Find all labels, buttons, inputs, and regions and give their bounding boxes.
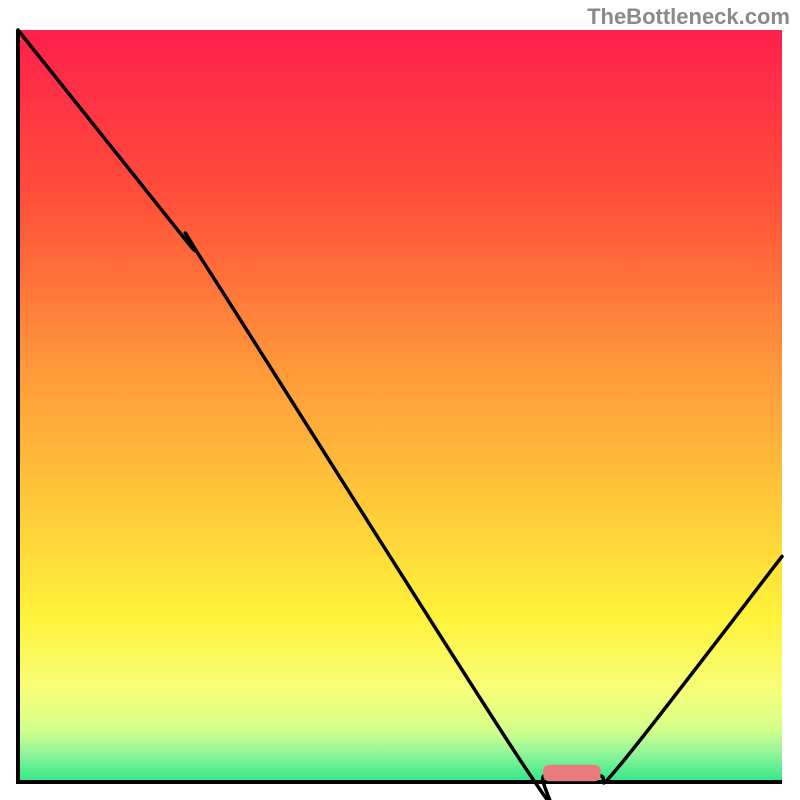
chart-container: TheBottleneck.com bbox=[0, 0, 800, 800]
bottleneck-chart bbox=[0, 0, 800, 800]
watermark-text: TheBottleneck.com bbox=[587, 4, 790, 30]
optimum-marker bbox=[543, 765, 600, 782]
chart-gradient-background bbox=[18, 30, 782, 782]
